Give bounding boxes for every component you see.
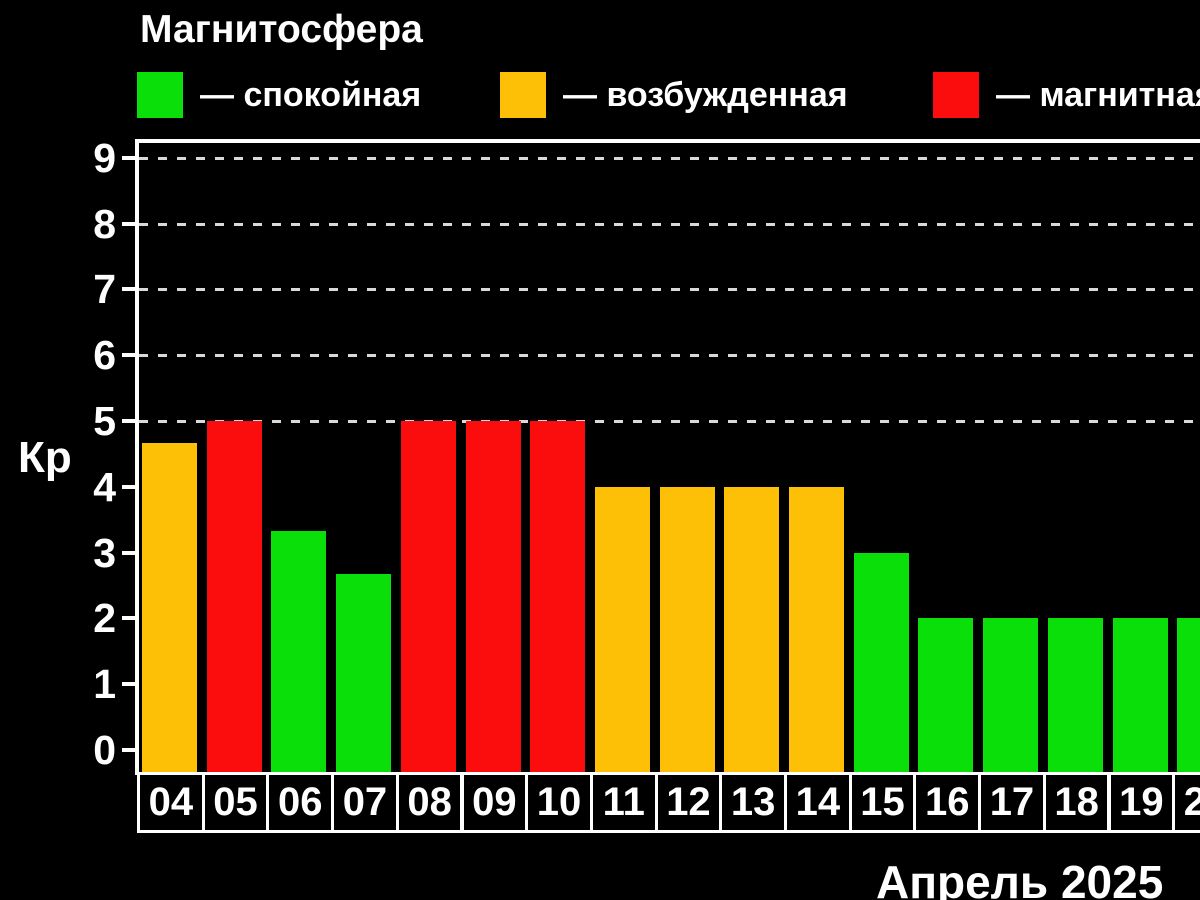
chart-title: Магнитосфера (140, 8, 423, 51)
bar-day-17 (983, 618, 1039, 772)
legend-item-quiet: — спокойная (137, 72, 421, 118)
y-tick-1 (122, 682, 137, 687)
gridline-8 (139, 222, 1200, 226)
day-label-05: 05 (201, 772, 270, 833)
bar-day-16 (918, 618, 974, 772)
y-tick-label-0: 0 (93, 727, 116, 773)
y-tick-label-1: 1 (93, 661, 116, 708)
day-label-07: 07 (331, 772, 399, 833)
bar-day-05 (206, 421, 262, 772)
day-label-08: 08 (395, 772, 464, 833)
gridline-9 (139, 156, 1200, 160)
excited-color-swatch (500, 72, 546, 118)
y-tick-label-4: 4 (93, 463, 116, 510)
bar-day-18 (1047, 618, 1103, 772)
y-tick-9 (122, 155, 137, 160)
bar-day-19 (1112, 618, 1168, 772)
day-label-18: 18 (1042, 772, 1111, 833)
bar-day-12 (659, 486, 715, 772)
y-tick-label-2: 2 (93, 595, 116, 642)
y-tick-2 (122, 616, 137, 621)
day-label-14: 14 (784, 772, 852, 833)
day-label-19: 19 (1107, 772, 1176, 833)
bar-day-13 (724, 486, 780, 772)
y-tick-4 (122, 484, 137, 489)
bar-day-10 (530, 421, 586, 772)
y-tick-label-6: 6 (93, 332, 116, 379)
plot-left-axis (135, 139, 139, 775)
day-label-09: 09 (460, 772, 529, 833)
y-tick-label-5: 5 (93, 398, 116, 444)
y-tick-6 (122, 353, 137, 358)
gridline-7 (139, 288, 1200, 292)
legend-label-excited: — возбужденная (563, 75, 848, 114)
day-label-13: 13 (719, 772, 787, 833)
bar-day-07 (336, 574, 392, 772)
bar-day-08 (400, 421, 456, 772)
legend-item-excited: — возбужденная (500, 72, 848, 118)
day-label-15: 15 (848, 772, 917, 833)
legend-item-storm: — магнитная буря (933, 72, 1200, 118)
y-tick-0 (122, 748, 137, 752)
month-caption: Апрель 2025 (876, 856, 1164, 900)
legend-label-quiet: — спокойная (200, 75, 422, 114)
plot-top-border (135, 139, 1200, 143)
y-tick-3 (122, 550, 137, 555)
y-tick-7 (122, 287, 137, 292)
bar-day-09 (465, 421, 521, 772)
y-tick-label-9: 9 (93, 134, 116, 181)
bar-day-11 (594, 486, 650, 772)
storm-color-swatch (933, 72, 979, 118)
bar-day-04 (142, 442, 197, 772)
y-tick-label-8: 8 (93, 200, 116, 247)
quiet-color-swatch (137, 72, 183, 118)
day-label-10: 10 (525, 772, 593, 833)
day-label-20: 20 (1172, 772, 1200, 833)
legend-label-storm: — магнитная буря (996, 75, 1200, 114)
y-tick-label-3: 3 (93, 529, 116, 576)
bar-day-06 (271, 530, 327, 772)
bar-day-15 (853, 552, 909, 772)
y-tick-5 (122, 419, 137, 423)
day-label-17: 17 (978, 772, 1046, 833)
y-axis-label: Кр (18, 433, 72, 482)
day-label-11: 11 (589, 772, 658, 833)
day-label-04: 04 (137, 772, 205, 833)
gridline-5 (139, 420, 1200, 423)
bar-day-20 (1177, 618, 1200, 772)
y-tick-label-7: 7 (93, 266, 116, 313)
gridline-6 (139, 354, 1200, 358)
day-label-16: 16 (913, 772, 982, 833)
y-tick-8 (122, 221, 137, 226)
day-label-06: 06 (266, 772, 335, 833)
day-label-12: 12 (654, 772, 723, 833)
bar-day-14 (789, 486, 844, 772)
